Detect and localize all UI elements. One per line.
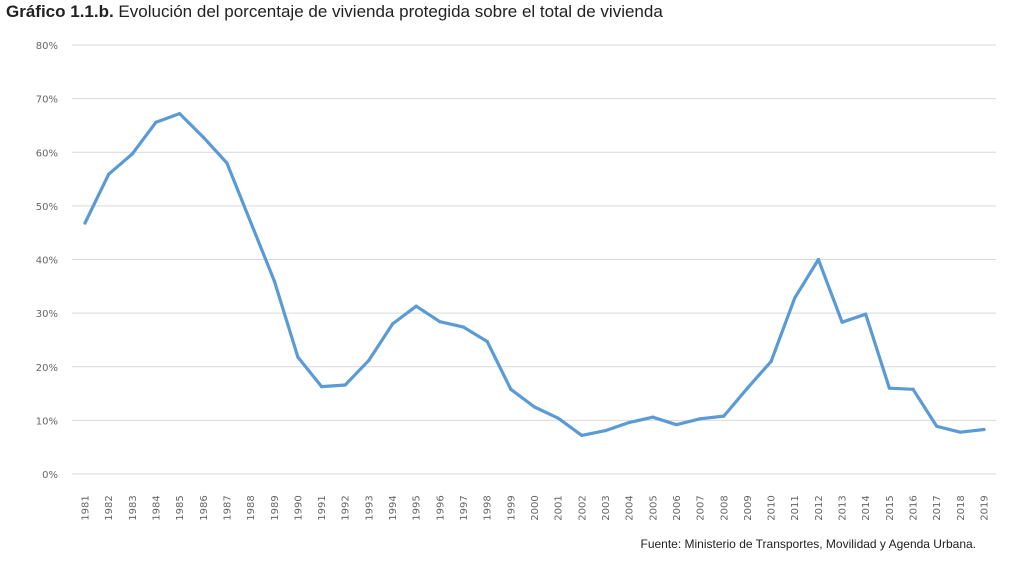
x-tick-label: 1992 <box>341 495 352 520</box>
x-tick-label: 1991 <box>317 495 328 520</box>
series-line <box>83 111 986 437</box>
x-tick-label: 2005 <box>648 495 659 520</box>
y-tick-label: 0% <box>42 470 58 481</box>
y-tick-label: 70% <box>36 95 58 106</box>
y-tick-label: 50% <box>36 202 58 213</box>
x-tick-label: 1988 <box>246 495 257 520</box>
x-tick-label: 2015 <box>885 495 896 520</box>
data-point <box>319 384 324 389</box>
x-tick-label: 2013 <box>838 495 849 520</box>
data-point <box>107 172 111 176</box>
x-tick-label: 1986 <box>199 495 210 520</box>
x-tick-label: 2010 <box>767 495 778 520</box>
chart-title-number: Gráfico 1.1.b. <box>6 2 114 21</box>
y-tick-label: 40% <box>36 256 58 267</box>
data-point <box>225 161 229 165</box>
data-point <box>722 414 726 418</box>
data-point <box>864 312 868 316</box>
x-axis-ticks: 1981 1982 1983 1984 1985 1986 1987 1988 1989 1990… <box>81 495 991 520</box>
x-tick-label: 1995 <box>412 495 423 520</box>
x-tick-label: 2014 <box>861 495 872 520</box>
x-tick-label: 1983 <box>128 495 139 520</box>
data-point <box>745 386 750 390</box>
x-tick-label: 1998 <box>483 495 494 520</box>
data-point <box>414 304 418 308</box>
chart-title: Gráfico 1.1.b. Evolución del porcentaje … <box>6 2 663 22</box>
x-tick-label: 1990 <box>293 495 304 520</box>
data-point <box>911 387 915 391</box>
x-tick-label: 2007 <box>696 495 707 520</box>
chart-title-text: Evolución del porcentaje de vivienda pro… <box>113 2 663 21</box>
data-point <box>793 296 797 300</box>
data-point <box>556 416 560 420</box>
x-tick-label: 1982 <box>104 495 115 520</box>
x-tick-label: 2001 <box>554 495 565 520</box>
x-tick-label: 1993 <box>364 495 375 520</box>
data-point <box>130 152 134 156</box>
data-point <box>627 420 631 425</box>
data-point <box>982 427 986 432</box>
data-point <box>201 135 205 139</box>
y-tick-label: 30% <box>36 309 58 320</box>
x-tick-label: 1989 <box>270 495 281 520</box>
x-tick-label: 2016 <box>909 495 920 520</box>
x-tick-label: 1996 <box>435 495 446 520</box>
data-point <box>509 387 513 391</box>
x-tick-label: 1981 <box>81 495 92 520</box>
x-tick-label: 2000 <box>530 495 541 520</box>
y-tick-label: 60% <box>36 148 58 159</box>
data-point <box>935 424 939 428</box>
data-point <box>249 220 253 224</box>
data-point <box>674 423 679 427</box>
x-tick-label: 2003 <box>601 495 612 520</box>
gridlines <box>72 44 996 475</box>
data-point <box>769 359 773 363</box>
series-group <box>83 111 986 437</box>
y-tick-label: 10% <box>36 416 58 427</box>
data-point <box>603 428 608 433</box>
x-tick-label: 2004 <box>625 495 636 520</box>
x-tick-label: 2012 <box>814 495 825 520</box>
data-point <box>840 320 844 324</box>
x-tick-label: 2019 <box>980 495 991 520</box>
data-point <box>296 355 300 359</box>
x-tick-label: 1997 <box>459 495 470 520</box>
data-point <box>532 405 537 409</box>
x-tick-label: 1987 <box>222 495 233 520</box>
data-point <box>461 325 466 329</box>
y-tick-label: 20% <box>36 363 58 374</box>
data-point <box>698 417 702 421</box>
data-point <box>390 322 395 326</box>
data-point <box>83 221 87 225</box>
source-note: Fuente: Ministerio de Transportes, Movil… <box>640 537 976 551</box>
data-point <box>343 383 347 387</box>
data-point <box>154 120 158 124</box>
x-tick-label: 2006 <box>672 495 683 520</box>
x-tick-label: 2008 <box>719 495 730 520</box>
x-tick-label: 1985 <box>175 495 186 520</box>
x-tick-label: 1994 <box>388 495 399 520</box>
data-point <box>272 279 276 283</box>
x-tick-label: 2002 <box>577 495 588 520</box>
x-tick-label: 1984 <box>151 495 162 520</box>
x-tick-label: 1999 <box>506 495 517 520</box>
y-tick-label: 80% <box>36 41 58 52</box>
y-axis-ticks: 0% 10% 20% 30% 40% 50% 60% 70% 80% <box>36 41 58 481</box>
data-point <box>178 112 182 116</box>
data-point <box>367 358 371 362</box>
x-tick-label: 2011 <box>790 495 801 520</box>
x-tick-label: 2009 <box>743 495 754 520</box>
data-point <box>438 320 442 324</box>
data-point <box>958 430 962 434</box>
data-point <box>816 257 820 262</box>
data-point <box>580 433 584 437</box>
data-point <box>485 339 489 344</box>
x-tick-label: 2018 <box>956 495 967 520</box>
x-tick-label: 2017 <box>932 495 943 520</box>
data-point <box>887 386 891 390</box>
data-point <box>651 415 655 419</box>
